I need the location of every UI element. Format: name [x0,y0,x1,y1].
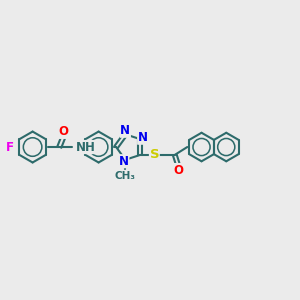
Text: O: O [173,164,183,176]
Text: N: N [119,155,129,168]
Text: NH: NH [76,140,96,154]
Text: S: S [149,148,159,161]
Text: F: F [6,140,14,154]
Text: N: N [138,131,148,144]
Text: CH₃: CH₃ [115,171,136,181]
Text: N: N [120,124,130,137]
Text: O: O [59,125,69,138]
